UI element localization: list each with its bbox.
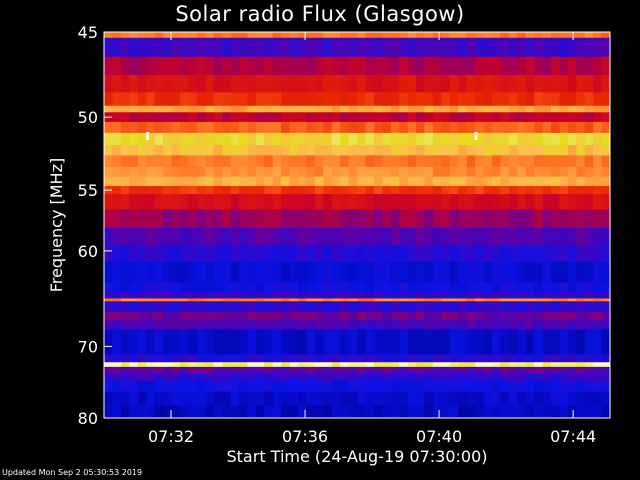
frequency-band (104, 105, 610, 113)
frequency-band (104, 405, 610, 418)
frequency-band (104, 132, 610, 146)
frequency-band (104, 362, 610, 368)
burst-markers (146, 131, 478, 140)
frequency-band (104, 391, 610, 406)
frequency-band (104, 112, 610, 123)
x-tick-label: 07:40 (416, 427, 462, 446)
x-tick-label: 07:36 (282, 427, 328, 446)
frequency-band (104, 32, 610, 39)
burst-marker (146, 131, 150, 140)
x-axis-label: Start Time (24-Aug-19 07:30:00) (227, 447, 488, 466)
frequency-band (104, 37, 610, 58)
spectrogram-image (104, 32, 610, 418)
frequency-band (104, 56, 610, 76)
frequency-band (104, 282, 610, 294)
x-axis: 07:32 07:36 07:40 07:44 (148, 32, 596, 446)
update-timestamp: Updated Mon Sep 2 05:30:53 2019 (2, 468, 143, 477)
frequency-band (104, 380, 610, 393)
frequency-band (104, 209, 610, 229)
y-tick-label: 80 (78, 409, 98, 428)
frequency-band (104, 194, 610, 211)
frequency-band (104, 186, 610, 195)
frequency-band (104, 320, 610, 331)
frequency-band (104, 121, 610, 134)
frequency-band (104, 311, 610, 322)
x-tick-label: 07:44 (550, 427, 596, 446)
frequency-band (104, 373, 610, 382)
frequency-band (104, 245, 610, 263)
frequency-band (104, 366, 610, 375)
frequency-band (104, 176, 610, 187)
plot-frame (103, 31, 611, 419)
y-axis-label: Frequency [MHz] (47, 158, 66, 292)
frequency-band (104, 301, 610, 313)
y-tick-label: 55 (78, 181, 98, 200)
frequency-band (104, 74, 610, 93)
frequency-band (104, 166, 610, 178)
frequency-band (104, 292, 610, 300)
chart-title: Solar radio Flux (Glasgow) (175, 2, 465, 26)
y-tick-label: 70 (78, 337, 98, 356)
y-tick-label: 50 (78, 108, 98, 127)
y-axis: 45 50 55 60 70 80 (78, 23, 112, 428)
y-tick-label: 60 (78, 242, 98, 261)
burst-marker (474, 131, 478, 140)
frequency-band (104, 354, 610, 363)
frequency-band (104, 329, 610, 356)
x-tick-label: 07:32 (148, 427, 194, 446)
frequency-band (104, 145, 610, 156)
y-tick-label: 45 (78, 23, 98, 42)
frequency-band (104, 298, 610, 302)
frequency-band (104, 227, 610, 246)
frequency-band (104, 261, 610, 284)
frequency-band (104, 155, 610, 168)
frequency-band (104, 92, 610, 107)
